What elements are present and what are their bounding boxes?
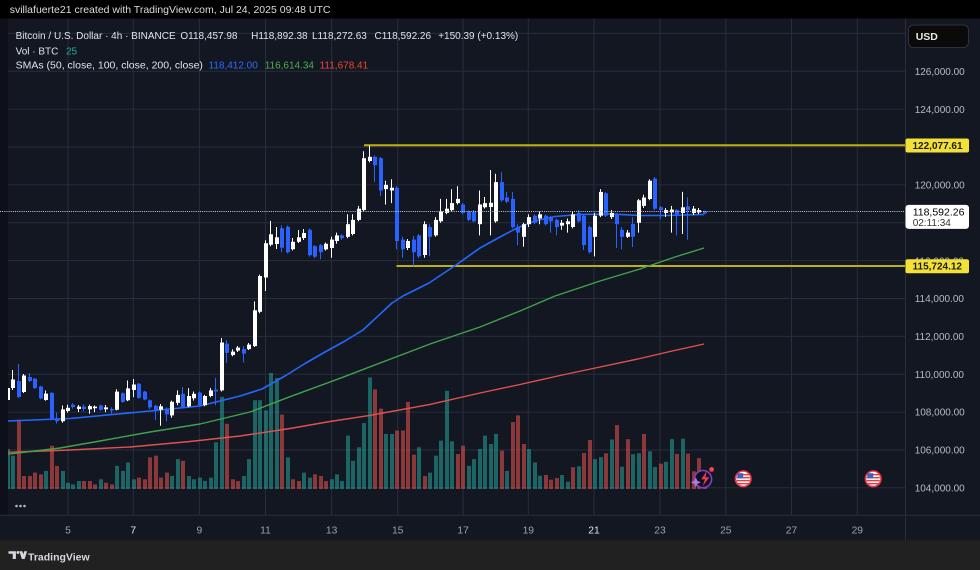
svg-text:H118,892.38: H118,892.38 [251, 31, 308, 42]
svg-text:114,000.00: 114,000.00 [915, 294, 965, 305]
svg-text:27: 27 [786, 525, 798, 536]
svg-text:112,000.00: 112,000.00 [915, 332, 965, 343]
svg-text:O118,457.98: O118,457.98 [180, 31, 238, 42]
svg-text:111,678.41: 111,678.41 [320, 61, 369, 72]
svg-text:+150.39 (+0.13%): +150.39 (+0.13%) [438, 31, 518, 42]
svg-text:21: 21 [588, 525, 600, 536]
svg-text:TradingView: TradingView [28, 551, 90, 563]
svg-text:17: 17 [457, 525, 469, 536]
svg-text:29: 29 [852, 525, 864, 536]
svg-text:13: 13 [326, 525, 338, 536]
svg-text:110,000.00: 110,000.00 [915, 370, 965, 381]
svg-text:115,724.12: 115,724.12 [913, 262, 963, 273]
svg-text:25: 25 [66, 47, 78, 58]
svg-text:108,000.00: 108,000.00 [915, 408, 965, 419]
svg-text:106,000.00: 106,000.00 [915, 446, 965, 457]
svg-text:15: 15 [392, 525, 404, 536]
svg-text:126,000.00: 126,000.00 [915, 67, 965, 78]
svg-text:02:11:34: 02:11:34 [913, 218, 952, 229]
svg-text:9: 9 [197, 525, 203, 536]
svg-text:5: 5 [65, 525, 71, 536]
svg-text:11: 11 [260, 525, 271, 536]
svg-text:124,000.00: 124,000.00 [915, 105, 965, 116]
svg-text:Vol · BTC: Vol · BTC [16, 47, 59, 58]
svg-text:116,614.34: 116,614.34 [265, 61, 315, 72]
svg-text:7: 7 [130, 525, 136, 536]
svg-text:104,000.00: 104,000.00 [915, 484, 965, 495]
svg-text:122,077.61: 122,077.61 [913, 141, 963, 152]
svg-text:L118,272.63: L118,272.63 [312, 31, 367, 42]
svg-text:SMAs (50, close, 100, close, 2: SMAs (50, close, 100, close, 200, close) [16, 60, 203, 72]
svg-text:19: 19 [523, 525, 535, 536]
svg-text:25: 25 [720, 525, 732, 536]
svg-text:svillafuerte21 created with Tr: svillafuerte21 created with TradingView.… [10, 4, 331, 16]
svg-text:C118,592.26: C118,592.26 [375, 31, 432, 42]
svg-text:120,000.00: 120,000.00 [915, 181, 965, 192]
svg-text:23: 23 [654, 525, 666, 536]
svg-text:Bitcoin / U.S. Dollar · 4h · B: Bitcoin / U.S. Dollar · 4h · BINANCE [16, 31, 176, 42]
svg-text:118,412.00: 118,412.00 [209, 61, 259, 72]
svg-text:118,592.26: 118,592.26 [913, 206, 965, 218]
svg-text:USD: USD [916, 31, 939, 43]
